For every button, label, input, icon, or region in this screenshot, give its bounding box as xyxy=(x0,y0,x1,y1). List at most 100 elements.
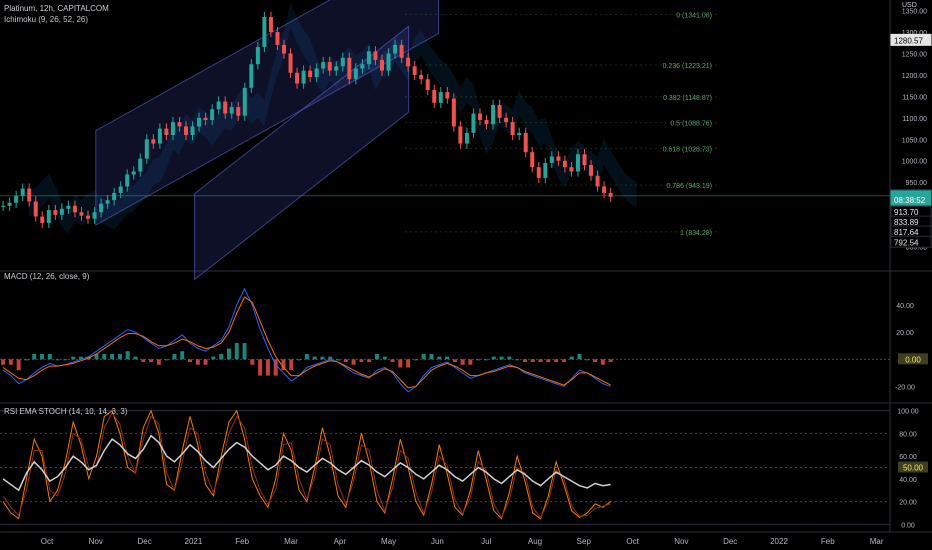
candle-body xyxy=(99,203,104,213)
macd-histogram-bar xyxy=(484,359,489,361)
time-axis-label[interactable]: Aug xyxy=(528,537,542,546)
time-axis-label[interactable]: Mar xyxy=(870,537,884,546)
candle-body xyxy=(262,17,267,48)
price-axis-tick: 950.00 xyxy=(906,180,928,187)
candle-body xyxy=(562,160,567,168)
macd-histogram-bar xyxy=(297,359,302,361)
price-axis-tick: 1250.00 xyxy=(902,51,927,58)
macd-histogram-bar xyxy=(16,359,21,371)
time-axis-label[interactable]: Dec xyxy=(137,537,151,546)
candle-body xyxy=(59,208,64,215)
candle-body xyxy=(112,192,117,201)
candle-body xyxy=(40,216,45,223)
macd-histogram-bar xyxy=(234,343,239,360)
candle-body xyxy=(79,212,84,216)
macd-histogram-bar xyxy=(242,343,247,360)
time-axis-label[interactable]: Nov xyxy=(674,537,688,546)
macd-histogram-bar xyxy=(40,353,45,360)
rsi-axis-tick: 80.00 xyxy=(899,431,917,438)
rsi-axis-tick: 20.00 xyxy=(899,500,917,507)
price-tag-label: 833.89 xyxy=(894,218,919,227)
macd-histogram-bar xyxy=(398,359,403,368)
time-axis-label[interactable]: Jul xyxy=(481,537,491,546)
macd-histogram-bar xyxy=(1,359,6,365)
candle-body xyxy=(406,57,411,67)
price-tag-label: 08:38:52 xyxy=(894,196,926,205)
candle-body xyxy=(229,107,234,114)
macd-histogram-bar xyxy=(538,359,543,363)
candle-body xyxy=(295,72,300,84)
price-axis-tick: 1150.00 xyxy=(902,94,927,101)
macd-histogram-bar xyxy=(289,359,294,371)
candle-body xyxy=(347,57,352,80)
candle-body xyxy=(53,210,58,215)
candle-body xyxy=(170,122,175,135)
rsi-axis-tick: 100.00 xyxy=(897,409,919,416)
candle-body xyxy=(366,51,371,65)
time-axis-label[interactable]: Nov xyxy=(89,537,103,546)
macd-histogram-bar xyxy=(164,359,169,361)
price-axis-tick: 1350.00 xyxy=(902,9,927,16)
time-axis-label[interactable]: Mar xyxy=(284,537,298,546)
time-axis-label[interactable]: Dec xyxy=(723,537,737,546)
candle-body xyxy=(360,64,365,69)
candle-body xyxy=(281,44,286,54)
time-axis-label[interactable]: Oct xyxy=(41,537,54,546)
ichimoku-legend[interactable]: Ichimoku (9, 26, 52, 26) xyxy=(4,15,89,24)
macd-histogram-bar xyxy=(250,359,255,365)
candle-body xyxy=(327,62,332,71)
macd-histogram-bar xyxy=(491,356,496,360)
candle-body xyxy=(471,113,476,133)
candle-body xyxy=(445,92,450,99)
macd-histogram-bar xyxy=(281,359,286,371)
macd-histogram-bar xyxy=(63,359,68,361)
time-axis-label[interactable]: May xyxy=(381,537,396,546)
candle-body xyxy=(190,126,195,135)
macd-legend[interactable]: MACD (12, 26, close, 9) xyxy=(4,272,90,281)
macd-axis-tick: -20.00 xyxy=(895,384,915,391)
candle-body xyxy=(575,154,580,172)
candle-body xyxy=(92,212,97,219)
price-axis-tick: 1100.00 xyxy=(902,116,927,123)
candle-body xyxy=(184,126,189,135)
candle-body xyxy=(151,139,156,144)
macd-histogram-bar xyxy=(8,359,13,365)
time-axis-label[interactable]: Feb xyxy=(235,537,249,546)
price-axis-tick: 1000.00 xyxy=(902,159,927,166)
macd-histogram-bar xyxy=(156,359,161,365)
rsi-axis-tick: 0.00 xyxy=(901,522,915,529)
macd-histogram-bar xyxy=(507,356,512,360)
macd-histogram-bar xyxy=(180,351,185,360)
time-axis-label[interactable]: 2022 xyxy=(770,537,788,546)
macd-histogram-bar xyxy=(359,359,364,363)
candle-body xyxy=(144,139,149,159)
macd-axis-tick: 40.00 xyxy=(896,303,914,310)
time-axis-label[interactable]: Jun xyxy=(431,537,444,546)
time-axis-label[interactable]: 2021 xyxy=(185,537,203,546)
candle-body xyxy=(517,132,522,135)
candle-body xyxy=(523,132,528,153)
macd-signal-line xyxy=(2,296,611,389)
time-axis-label[interactable]: Sep xyxy=(577,537,592,546)
candle-body xyxy=(138,158,143,172)
rsi-legend[interactable]: RSI EMA STOCH (14, 10, 14, 3, 3) xyxy=(4,407,128,416)
candle-body xyxy=(412,66,417,75)
candle-body xyxy=(419,74,424,80)
candle-body xyxy=(556,156,561,161)
time-axis-label[interactable]: Feb xyxy=(821,537,835,546)
macd-histogram-bar xyxy=(452,359,457,363)
candle-body xyxy=(340,57,345,67)
candle-body xyxy=(451,98,456,127)
macd-histogram-bar xyxy=(593,359,598,363)
macd-histogram-bar xyxy=(382,356,387,360)
candle-body xyxy=(105,200,110,204)
candle-body xyxy=(131,171,136,175)
ichimoku-cloud xyxy=(29,2,637,234)
time-axis-label[interactable]: Apr xyxy=(334,537,347,546)
macd-histogram-bar xyxy=(133,356,138,360)
price-axis-tick: 1300.00 xyxy=(902,30,927,37)
stoch-d-line xyxy=(2,411,611,519)
time-axis-label[interactable]: Oct xyxy=(626,537,639,546)
macd-histogram-bar xyxy=(312,356,317,360)
